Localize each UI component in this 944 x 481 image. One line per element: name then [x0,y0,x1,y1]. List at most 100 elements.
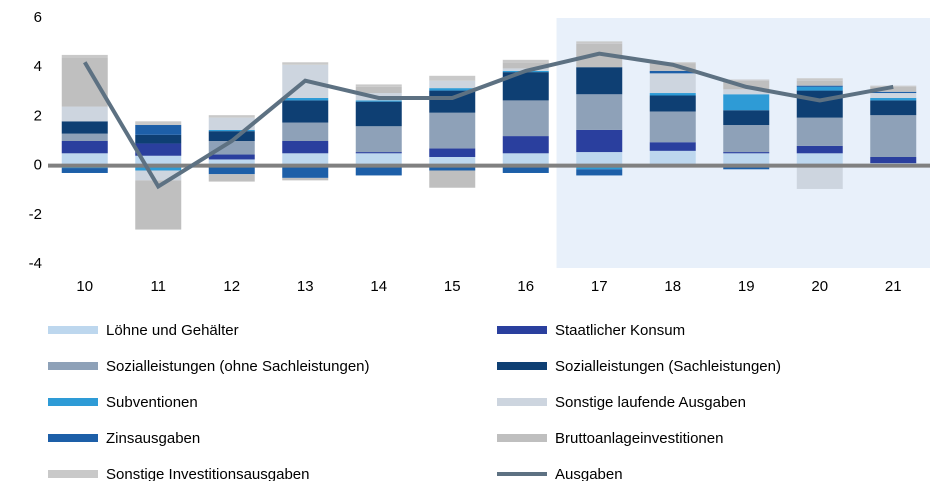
bar-segment [796,117,843,146]
bar-segment [355,153,402,166]
bar-segment [576,67,623,95]
bar-segment [282,153,329,166]
bar-segment [355,101,402,127]
bar-segment [208,117,255,130]
y-tick-label: 0 [34,157,42,174]
bar-segment [796,145,843,154]
bar-segment [723,125,770,153]
bar-segment [61,153,108,166]
legend-swatch [48,434,98,442]
bar-segment [576,129,623,153]
y-tick-label: -2 [29,206,42,223]
x-tick-label: 17 [591,278,608,295]
bar-segment [649,70,696,74]
bar-segment [282,141,329,154]
bar-segment [429,148,476,157]
bar-segment [355,126,402,153]
legend-label: Zinsausgaben [106,430,200,447]
bar-segment [61,133,108,141]
bar-segment [135,134,182,144]
legend-label: Ausgaben [555,466,623,481]
bar-segment [870,93,917,98]
bar-segment [208,154,255,160]
bar-segment [282,97,329,101]
x-tick-label: 12 [223,278,240,295]
bar-segment [870,91,917,94]
bar-segment [355,165,402,176]
bar-segment [649,111,696,143]
bar-segment [796,86,843,91]
legend-swatch [48,326,98,334]
bar-segment [208,159,255,166]
bar-segment [61,121,108,134]
bar-segment [576,152,623,166]
bar-segment [61,168,108,173]
legend-label: Sozialleistungen (Sachleistungen) [555,358,781,375]
bar-segment [355,100,402,102]
bar-segment [649,63,696,71]
bar-segment [208,129,255,132]
bar-segment [429,112,476,149]
bar-segment [282,62,329,65]
bar-segment [429,75,476,81]
bar-segment [723,79,770,81]
bar-segment [429,165,476,171]
bar-segment [282,165,329,178]
bar-segment [208,141,255,155]
bar-segment [576,94,623,130]
legend-label: Staatlicher Konsum [555,322,685,339]
y-tick-label: 2 [34,107,42,124]
bar-segment [723,153,770,166]
legend-swatch [497,434,547,442]
bar-segment [61,106,108,122]
y-tick-label: -4 [29,255,42,272]
legend-swatch [497,326,547,334]
x-tick-label: 16 [517,278,534,295]
bar-segment [282,122,329,141]
bar-segment [429,156,476,166]
bar-segment [723,94,770,111]
bar-segment [355,84,402,87]
x-tick-label: 18 [664,278,681,295]
x-tick-label: 13 [297,278,314,295]
x-tick-label: 11 [150,278,166,295]
legend-label: Löhne und Gehälter [106,322,239,339]
bar-segment [502,62,549,69]
bar-segment [429,170,476,188]
bar-segment [576,41,623,44]
bar-segment [282,100,329,123]
bar-segment [135,165,182,171]
bar-segment [870,115,917,157]
legend-swatch [497,362,547,370]
bar-segment [870,85,917,87]
bar-segment [208,115,255,118]
bar-segment [502,165,549,173]
bar-segment [649,95,696,112]
x-tick-label: 21 [885,278,902,295]
bar-segment [649,150,696,166]
bar-segment [61,54,108,58]
bar-segment [796,80,843,86]
x-tick-label: 10 [76,278,93,295]
bar-segment [208,174,255,182]
legend-label: Subventionen [106,394,198,411]
bar-segment [355,152,402,154]
bar-segment [208,131,255,141]
y-tick-label: 4 [34,58,42,75]
bar-segment [723,89,770,95]
bar-segment [796,90,843,118]
legend-label: Sonstige laufende Ausgaben [555,394,746,411]
legend-swatch [48,362,98,370]
bar-segment [576,169,623,176]
bar-segment [61,141,108,154]
legend-swatch [48,470,98,478]
bar-segment [796,165,843,189]
line-series [83,51,894,190]
bar-segment [649,142,696,151]
bar-segment [429,88,476,91]
bar-segment [502,100,549,137]
bar-segment [208,165,255,175]
x-tick-label: 14 [370,278,387,295]
legend-label: Sozialleistungen (ohne Sachleistungen) [106,358,370,375]
